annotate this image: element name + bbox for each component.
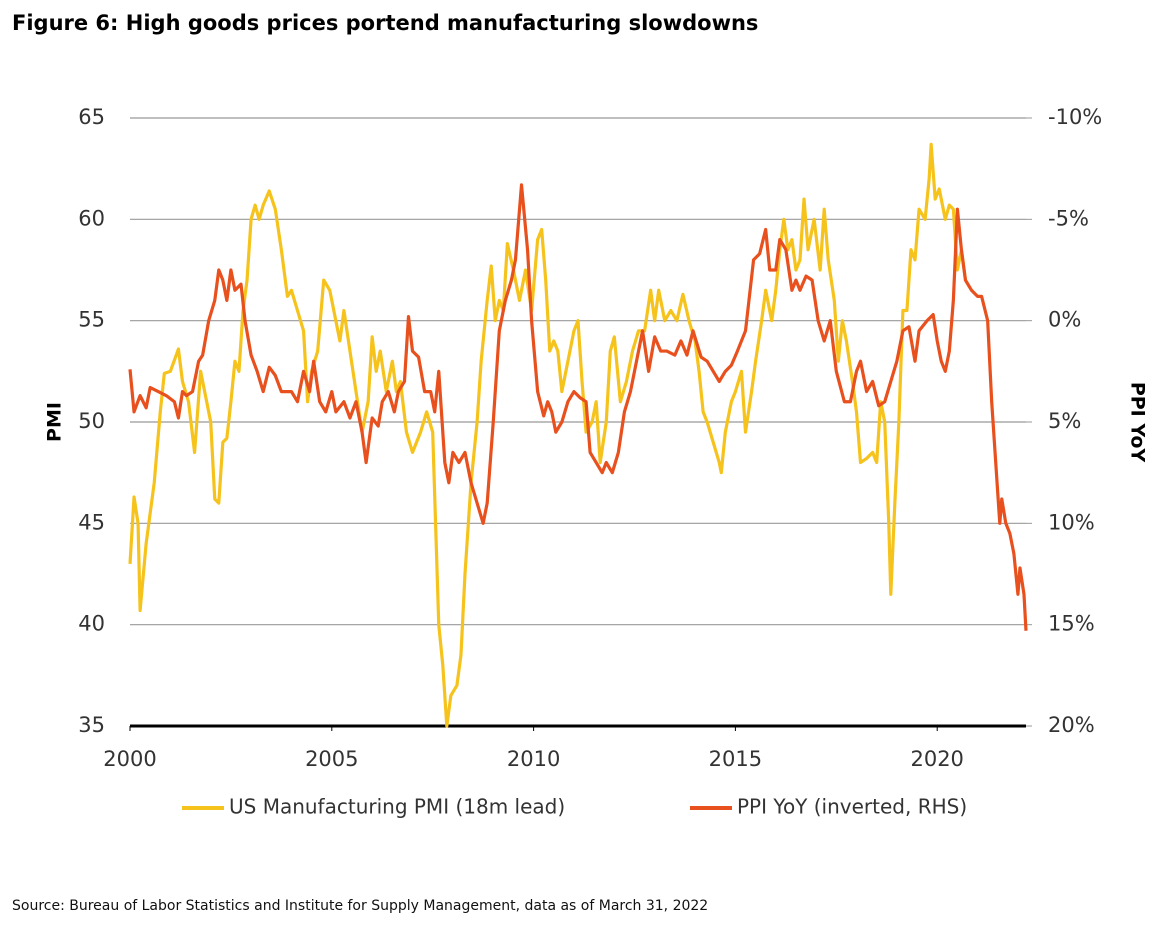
y2-tick-label: 5% — [1048, 409, 1081, 433]
y-tick-label: 60 — [78, 206, 105, 230]
y2-tick-label: 20% — [1048, 713, 1095, 737]
x-tick-label: 2020 — [910, 747, 963, 771]
y-tick-label: 50 — [78, 409, 105, 433]
x-tick-label: 2015 — [709, 747, 762, 771]
source-note: Source: Bureau of Labor Statistics and I… — [12, 898, 708, 914]
y2-tick-label: -5% — [1048, 206, 1089, 230]
y2-tick-label: -10% — [1048, 105, 1102, 129]
x-tick-label: 2010 — [507, 747, 560, 771]
y2-tick-label: 10% — [1048, 510, 1095, 534]
legend-label: US Manufacturing PMI (18m lead) — [229, 795, 565, 819]
x-tick-label: 2000 — [103, 747, 156, 771]
y2-tick-label: 15% — [1048, 612, 1095, 636]
y-tick-label: 45 — [78, 510, 105, 534]
data-line — [128, 183, 1028, 631]
y-tick-label: 35 — [78, 713, 105, 737]
y2-tick-label: 0% — [1048, 308, 1081, 332]
y-tick-label: 40 — [78, 612, 105, 636]
data-line — [128, 142, 968, 728]
y2-axis-title: PPI YoY — [1127, 382, 1149, 463]
y-tick-label: 55 — [78, 308, 105, 332]
y-tick-label: 65 — [78, 105, 105, 129]
x-tick-label: 2005 — [305, 747, 358, 771]
chart-title: Figure 6: High goods prices portend manu… — [12, 11, 758, 35]
y-axis-title: PMI — [44, 402, 66, 442]
legend-label: PPI YoY (inverted, RHS) — [737, 795, 967, 819]
